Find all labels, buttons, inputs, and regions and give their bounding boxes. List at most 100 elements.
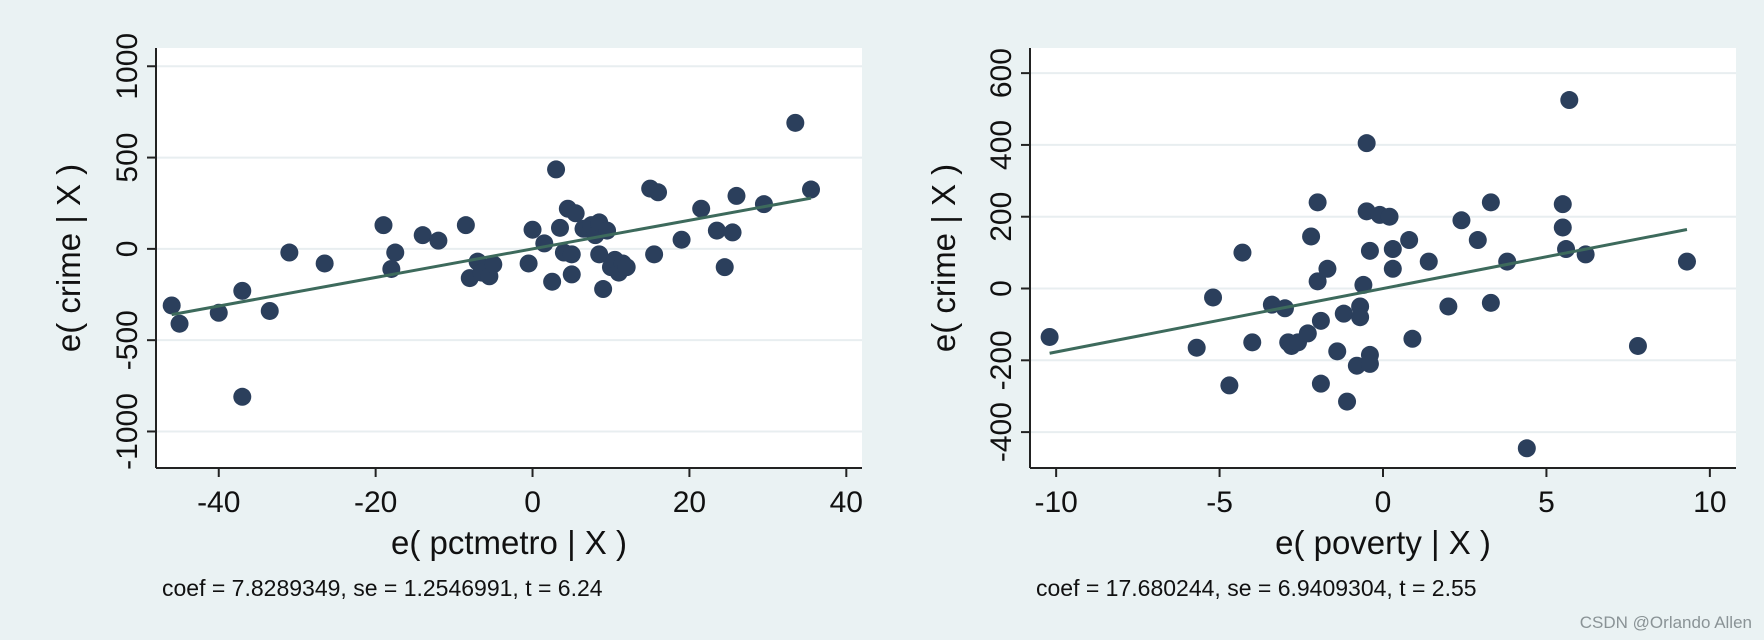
chart-1-data-point (1383, 259, 1402, 278)
chart-0-y-tick-label: 500 (111, 133, 144, 183)
chart-0-y-tick-label: -1000 (111, 393, 144, 470)
chart-0-data-point (280, 243, 299, 262)
chart-1-y-tick-label: -400 (985, 402, 1018, 462)
chart-poverty: -400 -200 0 200 400 600 -10 -5 0 5 10 e( poverty | … (925, 48, 1736, 601)
chart-1-y-tick-label: 400 (985, 120, 1018, 170)
chart-1-data-point (1517, 439, 1536, 458)
chart-1-data-point (1360, 354, 1379, 373)
chart-0-y-tick-label: 1000 (111, 33, 144, 100)
chart-0-data-point (162, 296, 181, 315)
chart-1-data-point (1298, 324, 1317, 343)
chart-1-y-tick-label: 200 (985, 192, 1018, 242)
chart-1-data-point (1328, 342, 1347, 361)
chart-1-data-point (1187, 338, 1206, 357)
chart-0-x-tick-label: 20 (673, 486, 706, 519)
chart-0-data-point (707, 221, 726, 240)
chart-1-data-point (1380, 207, 1399, 226)
chart-0-x-axis-label: e( pctmetro | X ) (391, 524, 627, 561)
chart-0-data-point (715, 258, 734, 277)
chart-0-plot-area (156, 48, 862, 468)
chart-1-data-point (1403, 329, 1422, 348)
chart-0-data-point (233, 281, 252, 300)
chart-0-data-point (547, 160, 566, 179)
chart-0-coef-note: coef = 7.8289349, se = 1.2546991, t = 6.… (162, 575, 603, 601)
chart-1-x-tick-label: -5 (1206, 486, 1233, 519)
chart-1-data-point (1220, 376, 1239, 395)
chart-0-x-tick-label: -40 (197, 486, 240, 519)
chart-1-x-tick-label: -10 (1034, 486, 1077, 519)
chart-0-data-point (786, 113, 805, 132)
chart-0-fit-line (171, 196, 812, 317)
chart-0-data-point (456, 216, 475, 235)
chart-1-data-point (1334, 304, 1353, 323)
chart-1-data-point (1360, 241, 1379, 260)
chart-1-data-point (1233, 243, 1252, 262)
chart-1-data-point (1311, 311, 1330, 330)
chart-0-data-point (594, 280, 613, 299)
chart-1-data-point (1357, 134, 1376, 153)
chart-0-data-point (260, 301, 279, 320)
chart-0-data-point (233, 387, 252, 406)
chart-0-data-point (374, 216, 393, 235)
chart-1-y-tick-label: 600 (985, 48, 1018, 98)
chart-0-data-point (523, 220, 542, 239)
chart-1-y-tick-label: 0 (985, 280, 1018, 297)
chart-1-data-point (1308, 272, 1327, 291)
chart-1-data-point (1383, 240, 1402, 259)
chart-0-data-point (590, 245, 609, 264)
chart-1-data-point (1468, 231, 1487, 250)
chart-1-x-tick-label: 0 (1375, 486, 1392, 519)
chart-1-plot-area (1030, 48, 1736, 468)
chart-0-data-point (617, 258, 636, 277)
chart-1-data-point (1204, 288, 1223, 307)
chart-1-data-point (1498, 252, 1517, 271)
chart-0-data-point (723, 223, 742, 242)
chart-1-data-point (1400, 231, 1419, 250)
chart-0-x-tick-label: 40 (830, 486, 863, 519)
chart-1-data-point (1481, 193, 1500, 212)
chart-0-data-point (550, 218, 569, 237)
chart-1-data-point (1311, 374, 1330, 393)
chart-0-data-point (672, 230, 691, 249)
chart-0-data-point (562, 245, 581, 264)
chart-0-data-point (727, 186, 746, 205)
chart-0-y-tick-label: -500 (111, 310, 144, 370)
chart-0-y-axis-label: e( crime | X ) (50, 164, 87, 352)
chart-0-data-point (413, 226, 432, 245)
chart-1-data-point (1040, 327, 1059, 346)
chart-0-data-point (170, 314, 189, 333)
chart-1-data-point (1553, 218, 1572, 237)
chart-1-data-point (1677, 252, 1696, 271)
chart-0-data-point (543, 272, 562, 291)
chart-1-y-axis-label: e( crime | X ) (925, 164, 962, 352)
chart-1-data-point (1553, 195, 1572, 214)
chart-1-y-tick-label: -200 (985, 330, 1018, 390)
chart-0-data-point (802, 180, 821, 199)
chart-1-data-point (1351, 308, 1370, 327)
chart-1-data-point (1308, 193, 1327, 212)
chart-1-x-tick-label: 5 (1538, 486, 1555, 519)
watermark: CSDN @Orlando Allen (1580, 613, 1752, 632)
chart-1-data-point (1354, 275, 1373, 294)
chart-1-data-point (1439, 297, 1458, 316)
chart-0-data-point (484, 255, 503, 274)
chart-0-x-tick-label: -20 (354, 486, 397, 519)
chart-0-data-point (519, 254, 538, 273)
chart-0-data-point (566, 204, 585, 223)
chart-1-coef-note: coef = 17.680244, se = 6.9409304, t = 2.… (1036, 575, 1477, 601)
chart-0-data-point (386, 243, 405, 262)
chart-pctmetro: -1000 -500 0 500 1000 -40 -20 0 20 40 e( pctmetro … (50, 33, 863, 601)
chart-0-data-point (645, 245, 664, 264)
chart-1-data-point (1481, 293, 1500, 312)
chart-0-data-point (429, 231, 448, 250)
chart-1-data-point (1318, 259, 1337, 278)
chart-0-data-point (649, 183, 668, 202)
chart-0-data-point (692, 199, 711, 218)
chart-0-x-tick-label: 0 (524, 486, 541, 519)
chart-1-x-axis-label: e( poverty | X ) (1275, 524, 1491, 561)
chart-1-data-point (1419, 252, 1438, 271)
chart-0-data-point (562, 265, 581, 284)
chart-0-y-tick-label: 0 (111, 241, 144, 258)
chart-1-data-point (1452, 211, 1471, 230)
